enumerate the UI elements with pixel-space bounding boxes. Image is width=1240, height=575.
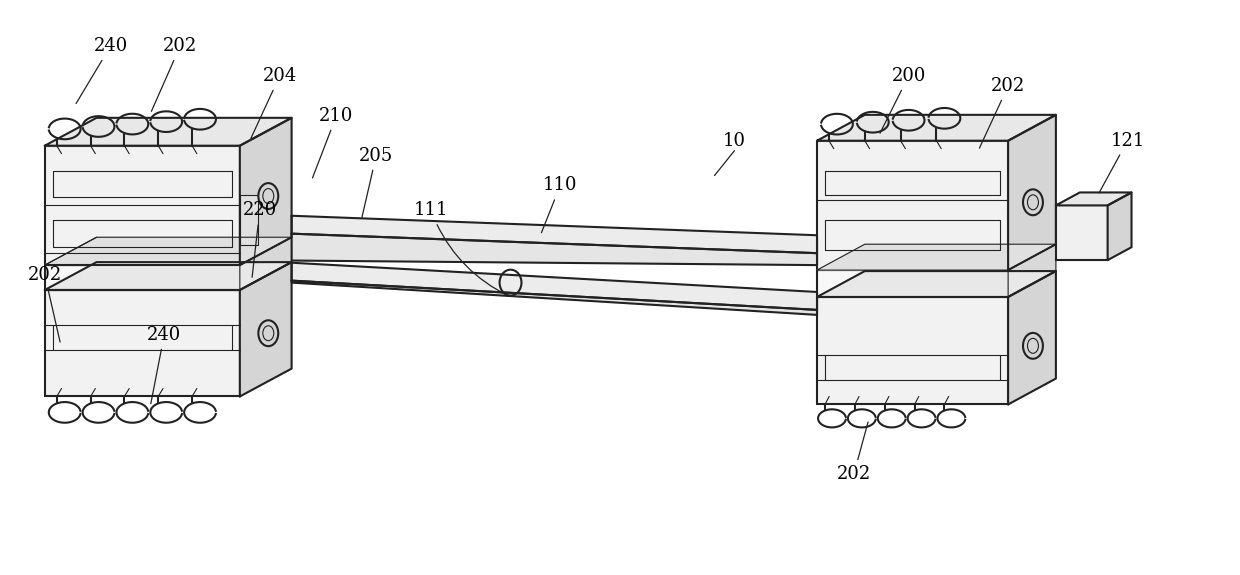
Polygon shape: [45, 262, 291, 290]
Polygon shape: [817, 244, 1056, 270]
Polygon shape: [1056, 193, 1132, 205]
Text: 240: 240: [76, 37, 128, 104]
Polygon shape: [239, 196, 258, 245]
Polygon shape: [817, 141, 1008, 270]
Text: 240: 240: [148, 326, 181, 404]
Text: 202: 202: [151, 37, 197, 112]
Text: 200: 200: [880, 67, 926, 133]
Polygon shape: [239, 118, 291, 265]
Polygon shape: [45, 145, 239, 265]
Polygon shape: [239, 262, 291, 397]
Polygon shape: [45, 265, 239, 290]
Polygon shape: [1107, 193, 1132, 260]
Text: 210: 210: [312, 107, 353, 178]
Polygon shape: [291, 263, 817, 310]
Polygon shape: [45, 118, 291, 145]
Text: 220: 220: [243, 201, 277, 277]
Polygon shape: [1008, 115, 1056, 270]
Text: 111: 111: [414, 201, 508, 296]
Text: 205: 205: [360, 147, 393, 217]
Polygon shape: [817, 270, 1008, 297]
Polygon shape: [817, 271, 1056, 297]
Text: 121: 121: [1099, 132, 1145, 193]
Polygon shape: [817, 297, 1008, 404]
Text: 10: 10: [723, 132, 746, 150]
Text: 202: 202: [980, 77, 1025, 148]
Text: 204: 204: [250, 67, 296, 138]
Polygon shape: [1056, 205, 1107, 260]
Polygon shape: [817, 115, 1056, 141]
Polygon shape: [239, 237, 291, 290]
Polygon shape: [291, 216, 817, 253]
Polygon shape: [1008, 271, 1056, 404]
Text: 202: 202: [27, 266, 62, 342]
Polygon shape: [291, 281, 817, 315]
Polygon shape: [1008, 244, 1056, 297]
Polygon shape: [291, 233, 817, 265]
Text: 202: 202: [837, 422, 870, 483]
Text: 110: 110: [542, 177, 578, 233]
Polygon shape: [45, 237, 291, 265]
Polygon shape: [45, 290, 239, 397]
